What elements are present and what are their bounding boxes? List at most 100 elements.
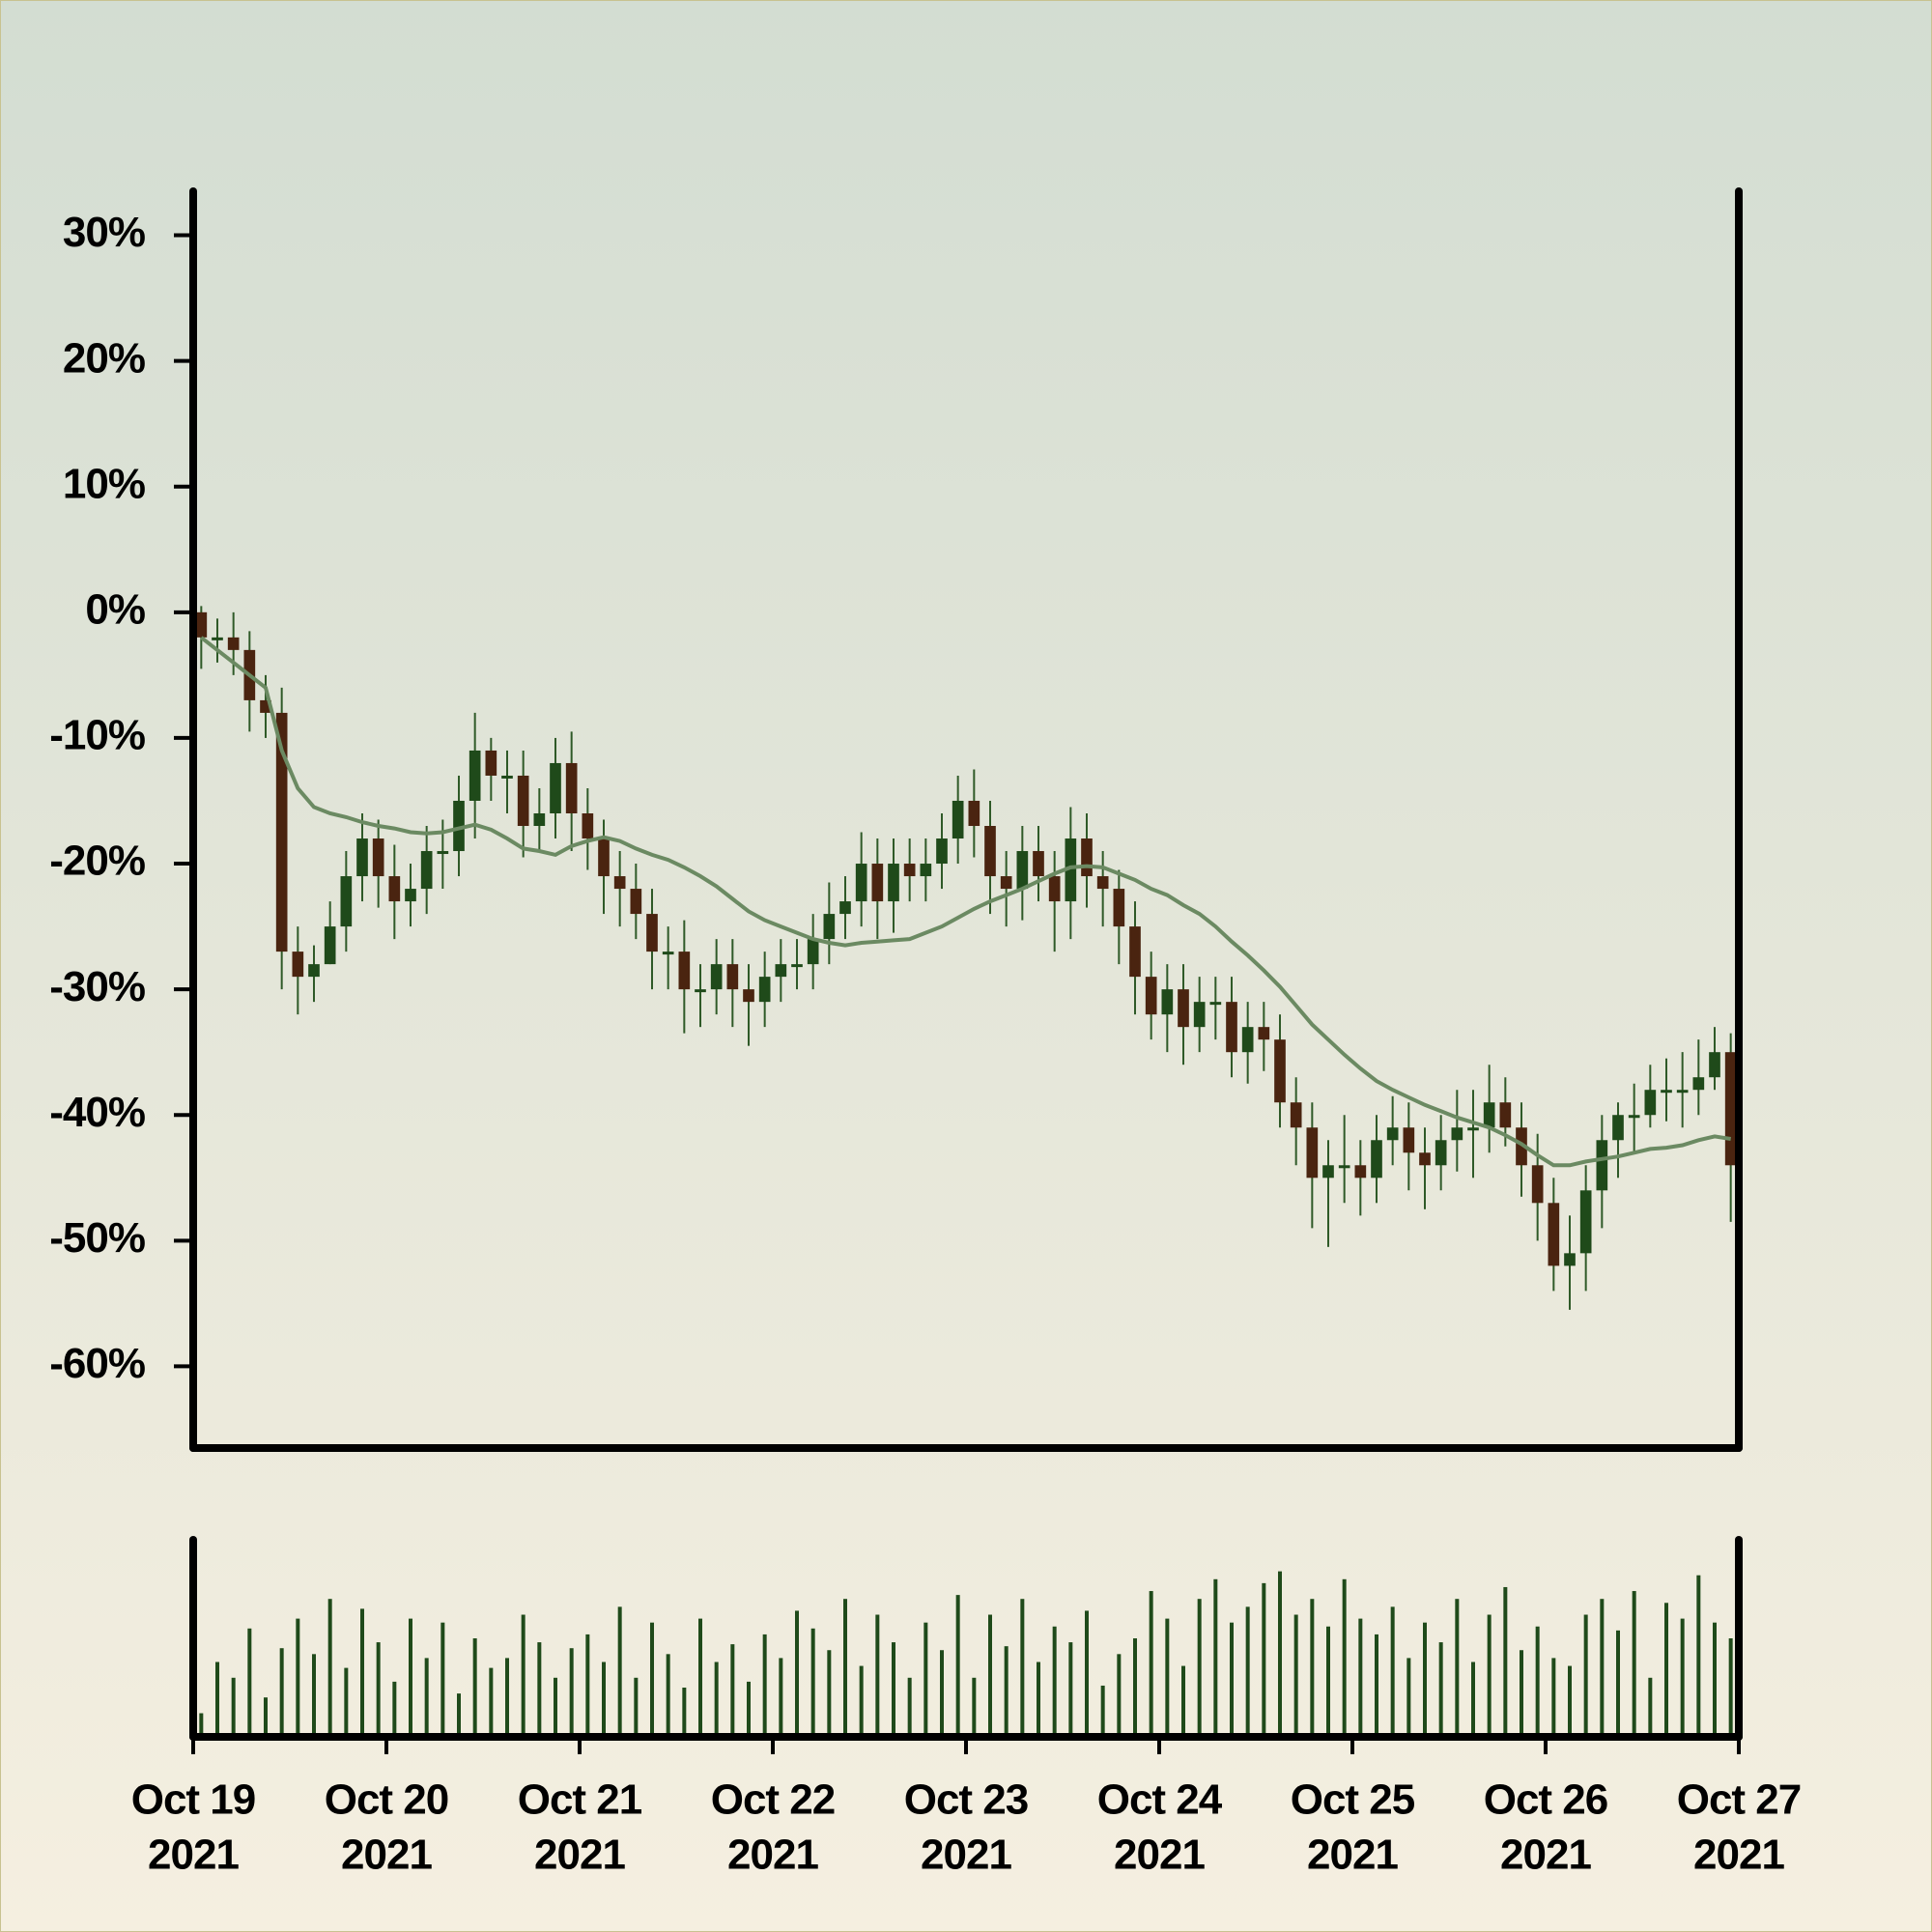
- candle-body: [1676, 1090, 1689, 1094]
- volume-bar: [1004, 1646, 1009, 1737]
- candle-body: [1709, 1052, 1720, 1078]
- candle-body: [1000, 876, 1012, 890]
- candle-body: [437, 851, 449, 855]
- volume-bar: [376, 1642, 381, 1737]
- volume-bar: [264, 1697, 268, 1737]
- volume-bar: [1390, 1606, 1395, 1737]
- candle-body: [212, 637, 223, 640]
- candle-body: [775, 964, 787, 978]
- volume-bar: [730, 1644, 735, 1737]
- candle-body: [888, 864, 899, 902]
- candle-body: [1096, 876, 1109, 890]
- volume-bar: [1278, 1571, 1282, 1737]
- candle-body: [1178, 989, 1189, 1028]
- candle-body: [1403, 1127, 1415, 1153]
- candle-body: [1467, 1127, 1479, 1131]
- volume-bar: [1342, 1578, 1347, 1737]
- candle-body: [1322, 1165, 1334, 1179]
- volume-bar: [714, 1662, 719, 1737]
- volume-bar: [1471, 1662, 1475, 1737]
- volume-bar: [1133, 1638, 1137, 1737]
- volume-bar: [1696, 1575, 1701, 1737]
- volume-bar: [1423, 1622, 1427, 1737]
- volume-bar: [1568, 1665, 1572, 1737]
- candle-body: [630, 889, 642, 915]
- volume-bar: [602, 1662, 606, 1737]
- candle-body: [855, 864, 867, 902]
- volume-bar: [617, 1606, 622, 1737]
- volume-bar: [312, 1654, 316, 1737]
- candle-body: [968, 800, 980, 827]
- candle-body: [1499, 1102, 1512, 1128]
- candle-body: [485, 750, 497, 776]
- volume-bar: [827, 1650, 832, 1737]
- candle-body: [565, 762, 578, 813]
- candle-body: [292, 952, 304, 978]
- y-tick-label: -20%: [49, 838, 145, 885]
- candle-body: [227, 637, 240, 650]
- candle-body: [871, 864, 884, 902]
- candle-body: [1483, 1102, 1495, 1128]
- candle-body: [1241, 1027, 1254, 1053]
- candle-body: [1048, 876, 1061, 902]
- candle-body: [646, 914, 658, 952]
- volume-bar: [215, 1662, 219, 1737]
- x-tick-label: 2021: [1307, 1832, 1398, 1879]
- x-tick-label: Oct 27: [1677, 1776, 1802, 1824]
- candle-body: [308, 964, 320, 978]
- volume-bar: [1455, 1599, 1460, 1737]
- x-tick-label: Oct 23: [904, 1776, 1029, 1824]
- x-tick-label: 2021: [1500, 1832, 1591, 1879]
- candle-body: [1386, 1127, 1399, 1141]
- x-tick-label: 2021: [148, 1832, 239, 1879]
- volume-bar: [650, 1622, 654, 1737]
- x-tick-label: 2021: [727, 1832, 818, 1879]
- candle-body: [1435, 1140, 1447, 1166]
- candle-body: [1274, 1039, 1286, 1103]
- candle-body: [501, 775, 513, 779]
- volume-bar: [1326, 1626, 1330, 1737]
- volume-bar: [1149, 1591, 1153, 1737]
- candle-body: [582, 812, 594, 839]
- volume-bar: [1728, 1638, 1733, 1737]
- candle-body: [936, 838, 948, 865]
- volume-bar: [409, 1618, 412, 1737]
- candle-body: [260, 699, 271, 713]
- volume-bar: [1037, 1662, 1040, 1737]
- volume-bar: [1583, 1614, 1588, 1737]
- candle-body: [469, 750, 481, 801]
- x-tick-label: Oct 22: [711, 1776, 836, 1824]
- candle-body: [1612, 1115, 1624, 1141]
- volume-bar: [424, 1658, 429, 1737]
- candle-body: [1692, 1077, 1705, 1091]
- candle-body: [1145, 977, 1157, 1015]
- candle-body: [1209, 1002, 1222, 1006]
- candle-body: [1193, 1002, 1206, 1028]
- volume-bar: [1680, 1618, 1685, 1737]
- candle-body: [517, 775, 529, 827]
- candle-body: [324, 926, 336, 965]
- x-tick-label: 2021: [341, 1832, 432, 1879]
- volume-bar: [843, 1599, 847, 1737]
- candle-body: [598, 838, 610, 877]
- volume-bar: [1165, 1618, 1170, 1737]
- volume-bar: [762, 1634, 767, 1737]
- volume-bar: [457, 1693, 461, 1737]
- x-tick-label: 2021: [534, 1832, 625, 1879]
- candle-body: [372, 838, 384, 877]
- volume-bar: [892, 1642, 895, 1737]
- candle-body: [952, 800, 964, 839]
- candle-body: [1081, 838, 1093, 877]
- candle-body: [1516, 1127, 1527, 1166]
- volume-bar: [1100, 1685, 1105, 1737]
- volume-bar: [940, 1650, 944, 1737]
- volume-bar: [810, 1628, 815, 1737]
- volume-bar: [666, 1654, 670, 1737]
- candle-body: [1661, 1090, 1672, 1094]
- y-tick-label: -40%: [49, 1089, 145, 1136]
- volume-bar: [1293, 1614, 1298, 1737]
- candle-body: [743, 989, 754, 1003]
- candle-body: [356, 838, 368, 877]
